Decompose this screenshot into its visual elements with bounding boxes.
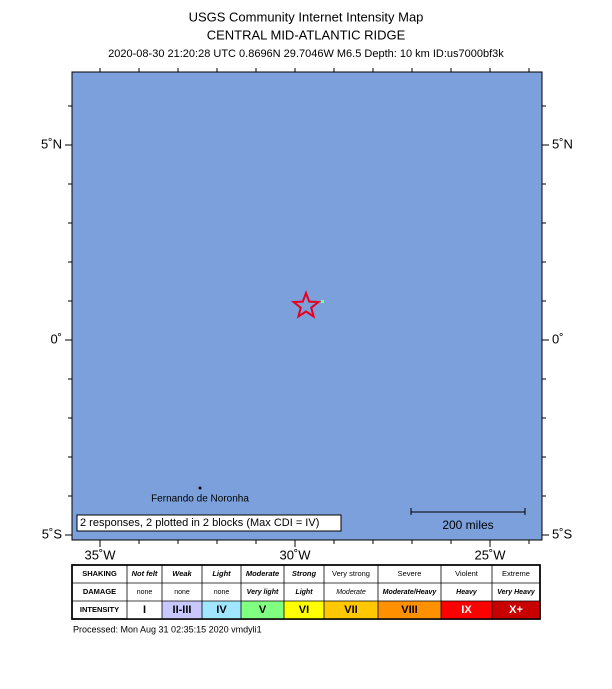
intensity-cell: VII — [344, 604, 357, 616]
responses-box — [76, 514, 342, 532]
lat-label: 5˚N — [552, 136, 573, 151]
legend-row-label: INTENSITY — [80, 605, 119, 614]
damage-cell: Very Heavy — [497, 589, 536, 596]
island-marker — [198, 486, 202, 490]
intensity-swatch — [324, 601, 378, 619]
damage-cell: none — [137, 589, 153, 596]
intensity-cell: VI — [299, 604, 309, 616]
shaking-cell: Weak — [172, 569, 192, 578]
shaking-cell: Severe — [398, 569, 422, 578]
footer: Processed: Mon Aug 31 02:35:15 2020 vmdy… — [73, 624, 262, 634]
damage-cell: none — [174, 589, 190, 596]
scale-bar-label: 200 miles — [442, 518, 493, 532]
shaking-cell: Light — [212, 569, 231, 578]
damage-cell: Light — [295, 589, 313, 596]
legend-frame — [71, 564, 541, 620]
damage-cell: none — [214, 589, 230, 596]
lon-label: 35˚W — [84, 547, 116, 562]
shaking-cell: Strong — [292, 569, 317, 578]
shaking-cell: Extreme — [502, 569, 530, 578]
intensity-swatch — [378, 601, 441, 619]
intensity-swatch — [284, 601, 324, 619]
intensity-cell: IX — [461, 604, 472, 616]
map-area — [71, 71, 543, 541]
epicenter-star — [290, 290, 322, 319]
shaking-cell: Not felt — [132, 569, 158, 578]
intensity-swatch — [492, 601, 540, 619]
region: CENTRAL MID-ATLANTIC RIDGE — [207, 27, 406, 42]
intensity-swatch — [241, 601, 284, 619]
shaking-cell: Moderate — [246, 569, 279, 578]
damage-cell: Heavy — [456, 589, 478, 596]
intensity-legend: SHAKING Not felt Weak Light Moderate Strong Ve… — [71, 564, 541, 620]
legend-row-label: SHAKING — [82, 569, 117, 578]
intensity-swatch — [162, 601, 202, 619]
lat-label: 0˚ — [552, 331, 564, 346]
place-label: Fernando de Noronha — [151, 494, 249, 505]
intensity-cell: I — [143, 604, 146, 616]
lat-label: 0˚ — [50, 331, 62, 346]
intensity-cell: X+ — [509, 604, 523, 616]
shaking-cell: Very strong — [332, 569, 370, 578]
lat-label: 5˚N — [41, 136, 62, 151]
intensity-swatch — [127, 601, 162, 619]
intensity-cell: V — [259, 604, 267, 616]
damage-cell: Moderate/Heavy — [383, 589, 438, 596]
legend-row-label: DAMAGE — [83, 587, 116, 596]
response-block — [321, 300, 324, 303]
damage-cell: Very light — [247, 589, 279, 596]
event-info: 2020-08-30 21:20:28 UTC 0.8696N 29.7046W… — [108, 48, 504, 60]
lat-label: 5˚S — [552, 526, 573, 541]
intensity-cell: II-III — [173, 604, 192, 616]
responses-note: 2 responses, 2 plotted in 2 blocks (Max … — [80, 517, 319, 529]
intensity-swatch — [441, 601, 492, 619]
intensity-cell: VIII — [401, 604, 418, 616]
title: USGS Community Internet Intensity Map — [189, 9, 424, 24]
damage-cell: Moderate — [336, 589, 366, 596]
intensity-swatch — [202, 601, 241, 619]
intensity-cell: IV — [216, 604, 227, 616]
lon-label: 30˚W — [279, 547, 311, 562]
lat-label: 5˚S — [42, 526, 63, 541]
lon-label: 25˚W — [474, 547, 506, 562]
shaking-cell: Violent — [455, 569, 479, 578]
